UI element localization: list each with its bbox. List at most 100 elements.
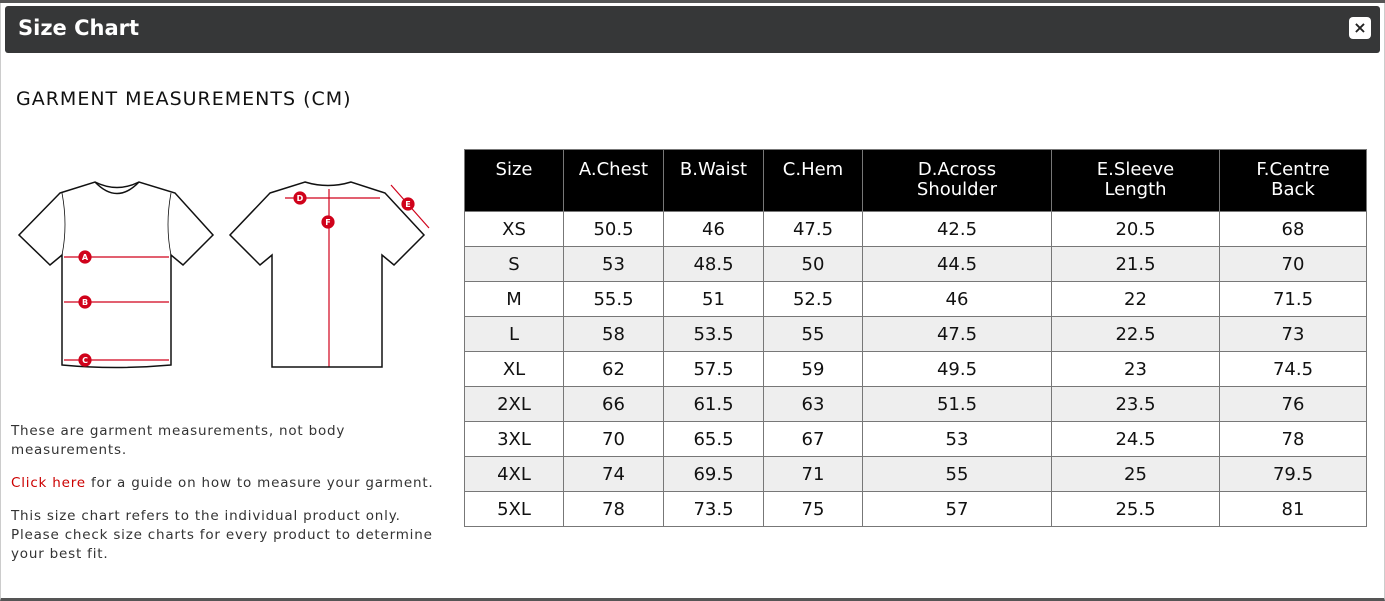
table-cell: 73.5 xyxy=(663,491,764,527)
table-cell: 66 xyxy=(563,386,664,422)
label-f: F xyxy=(325,218,330,227)
table-cell: 79.5 xyxy=(1219,456,1367,492)
col-hem: C.Hem xyxy=(763,149,863,212)
table-cell: 69.5 xyxy=(663,456,764,492)
table-cell: 81 xyxy=(1219,491,1367,527)
table-cell: 3XL xyxy=(464,421,564,457)
table-cell: S xyxy=(464,246,564,282)
table-cell: 61.5 xyxy=(663,386,764,422)
table-cell: 23.5 xyxy=(1051,386,1220,422)
table-cell: 62 xyxy=(563,351,664,387)
table-cell: 78 xyxy=(563,491,664,527)
tshirt-measurement-diagram: A B C D E F xyxy=(17,181,430,369)
table-cell: 70 xyxy=(1219,246,1367,282)
table-cell: 55 xyxy=(862,456,1052,492)
table-cell: 51 xyxy=(663,281,764,317)
table-cell: 71.5 xyxy=(1219,281,1367,317)
table-cell: 68 xyxy=(1219,211,1367,247)
table-cell: 59 xyxy=(763,351,863,387)
table-cell: 63 xyxy=(763,386,863,422)
top-border xyxy=(0,0,1385,3)
table-cell: 25.5 xyxy=(1051,491,1220,527)
table-cell: 74 xyxy=(563,456,664,492)
table-cell: 48.5 xyxy=(663,246,764,282)
table-cell: 65.5 xyxy=(663,421,764,457)
table-cell: 47.5 xyxy=(862,316,1052,352)
table-cell: 49.5 xyxy=(862,351,1052,387)
table-cell: 58 xyxy=(563,316,664,352)
note-individual: This size chart refers to the individual… xyxy=(11,508,433,562)
table-cell: 55.5 xyxy=(563,281,664,317)
table-cell: 53.5 xyxy=(663,316,764,352)
table-cell: XS xyxy=(464,211,564,247)
table-cell: M xyxy=(464,281,564,317)
table-header-row: Size A.Chest B.Waist C.Hem D.Across Shou… xyxy=(464,149,1367,212)
table-cell: 75 xyxy=(763,491,863,527)
col-chest: A.Chest xyxy=(563,149,664,212)
note-guide-text: for a guide on how to measure your garme… xyxy=(85,475,434,491)
table-cell: 5XL xyxy=(464,491,564,527)
table-row: M 55.5 51 52.5 46 22 71.5 xyxy=(464,281,1367,317)
table-cell: 20.5 xyxy=(1051,211,1220,247)
col-centre-back: F.Centre Back xyxy=(1219,149,1367,212)
table-cell: 76 xyxy=(1219,386,1367,422)
dialog-titlebar: Size Chart × xyxy=(5,6,1380,53)
col-shoulder: D.Across Shoulder xyxy=(862,149,1052,212)
table-row: 4XL 74 69.5 71 55 25 79.5 xyxy=(464,456,1367,492)
table-cell: 47.5 xyxy=(763,211,863,247)
table-cell: 21.5 xyxy=(1051,246,1220,282)
table-cell: 53 xyxy=(563,246,664,282)
table-row: L 58 53.5 55 47.5 22.5 73 xyxy=(464,316,1367,352)
table-cell: 25 xyxy=(1051,456,1220,492)
back-tshirt-icon xyxy=(228,181,426,368)
measure-guide-link[interactable]: Click here xyxy=(11,475,86,491)
label-c: C xyxy=(82,356,88,365)
dialog-title: Size Chart xyxy=(18,16,140,40)
table-cell: 52.5 xyxy=(763,281,863,317)
table-cell: 70 xyxy=(563,421,664,457)
table-cell: 42.5 xyxy=(862,211,1052,247)
close-button[interactable]: × xyxy=(1349,17,1371,39)
table-row: XS 50.5 46 47.5 42.5 20.5 68 xyxy=(464,211,1367,247)
note-garment: These are garment measurements, not body… xyxy=(11,423,346,458)
table-cell: 4XL xyxy=(464,456,564,492)
size-table: Size A.Chest B.Waist C.Hem D.Across Shou… xyxy=(464,149,1367,527)
table-cell: 53 xyxy=(862,421,1052,457)
table-cell: 22.5 xyxy=(1051,316,1220,352)
table-cell: L xyxy=(464,316,564,352)
table-cell: 22 xyxy=(1051,281,1220,317)
table-cell: 50 xyxy=(763,246,863,282)
label-d: D xyxy=(297,194,304,203)
table-cell: 46 xyxy=(862,281,1052,317)
col-sleeve: E.Sleeve Length xyxy=(1051,149,1220,212)
label-b: B xyxy=(82,298,88,307)
table-cell: 57.5 xyxy=(663,351,764,387)
table-cell: 78 xyxy=(1219,421,1367,457)
note-guide: Click here for a guide on how to measure… xyxy=(11,474,441,493)
table-cell: 51.5 xyxy=(862,386,1052,422)
table-row: 2XL 66 61.5 63 51.5 23.5 76 xyxy=(464,386,1367,422)
label-a: A xyxy=(82,253,89,262)
table-cell: 71 xyxy=(763,456,863,492)
table-cell: 67 xyxy=(763,421,863,457)
table-row: 3XL 70 65.5 67 53 24.5 78 xyxy=(464,421,1367,457)
table-cell: 55 xyxy=(763,316,863,352)
table-cell: 46 xyxy=(663,211,764,247)
table-cell: 23 xyxy=(1051,351,1220,387)
label-e: E xyxy=(405,200,410,209)
size-notes: These are garment measurements, not body… xyxy=(11,422,441,578)
table-cell: 74.5 xyxy=(1219,351,1367,387)
table-cell: 50.5 xyxy=(563,211,664,247)
table-cell: 73 xyxy=(1219,316,1367,352)
table-cell: 24.5 xyxy=(1051,421,1220,457)
table-row: S 53 48.5 50 44.5 21.5 70 xyxy=(464,246,1367,282)
col-size: Size xyxy=(464,149,564,212)
table-row: 5XL 78 73.5 75 57 25.5 81 xyxy=(464,491,1367,527)
front-tshirt-icon xyxy=(17,181,215,369)
table-cell: XL xyxy=(464,351,564,387)
table-row: XL 62 57.5 59 49.5 23 74.5 xyxy=(464,351,1367,387)
col-waist: B.Waist xyxy=(663,149,764,212)
table-cell: 57 xyxy=(862,491,1052,527)
section-heading: GARMENT MEASUREMENTS (CM) xyxy=(16,88,352,110)
table-cell: 2XL xyxy=(464,386,564,422)
